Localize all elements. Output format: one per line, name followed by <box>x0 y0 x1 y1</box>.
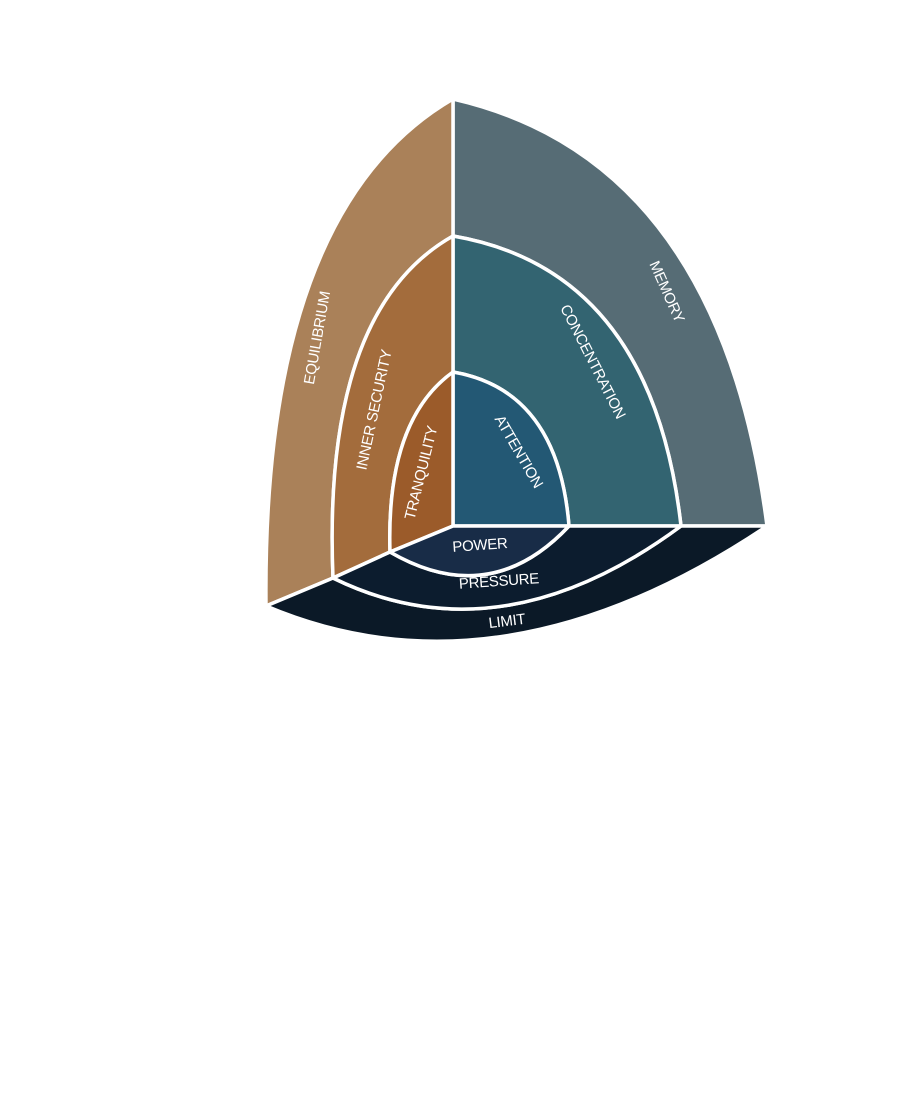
three-axis-diagram: MEMORY CONCENTRATION ATTENTION EQUILIBRI… <box>0 0 917 1101</box>
